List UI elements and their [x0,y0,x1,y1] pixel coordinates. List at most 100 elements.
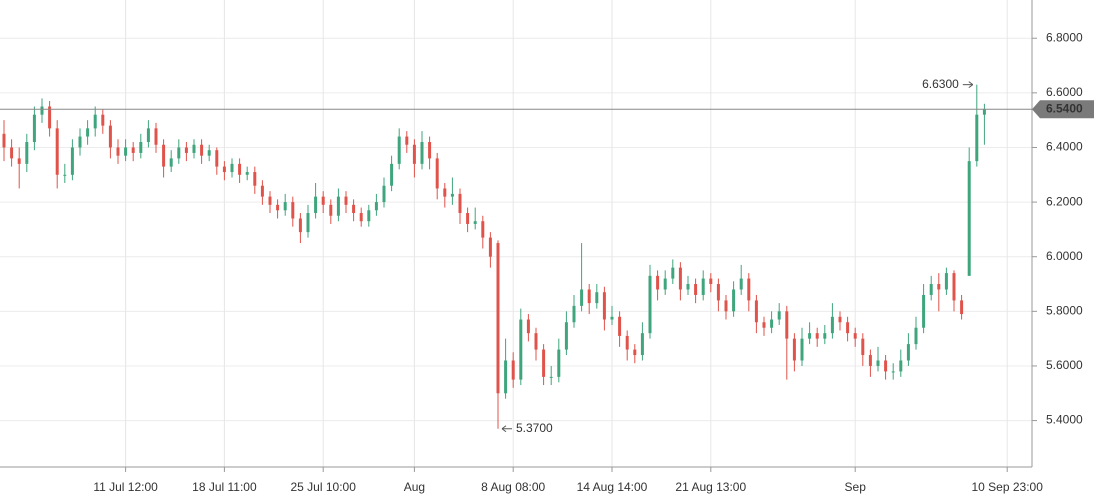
candle-body [739,278,743,290]
candle-body [678,267,682,290]
candle-body [245,172,249,175]
candle-body [671,267,675,279]
candle-body [435,158,439,189]
candle-body [960,300,964,315]
candle-body [618,316,622,336]
candle-body [504,360,508,394]
candle-body [891,371,895,373]
candle-body [443,188,447,197]
candle-body [830,316,834,334]
candle-body [481,221,485,238]
y-tick-label: 6.2000 [1046,194,1083,208]
annotation-label: 6.6300 [922,77,959,91]
candle-body [785,311,789,339]
x-tick-label: 25 Jul 10:00 [291,480,357,494]
candle-body [694,284,698,295]
candle-body [124,147,128,156]
candle-body [222,166,226,173]
candle-body [868,355,872,366]
candle-body [131,147,135,153]
candle-body [458,193,462,214]
candle-body [390,163,394,186]
candle-body [48,106,52,129]
y-tick-label: 5.6000 [1046,358,1083,372]
candle-body [93,114,97,129]
candle-body [329,204,333,216]
candle-body [215,150,219,167]
candle-body [580,289,584,306]
candle-body [314,196,318,214]
candle-body [640,333,644,356]
candle-body [108,125,112,148]
candle-body [230,163,234,173]
candle-body [420,142,424,164]
candle-body [716,284,720,301]
candle-body [762,322,766,328]
candle-body [823,333,827,339]
candle-body [534,333,538,350]
candle-body [542,349,546,377]
candle-body [792,338,796,361]
candle-body [884,360,888,372]
candle-body [466,213,470,224]
candle-body [808,333,812,339]
candle-body [625,335,629,350]
candle-body [260,185,264,197]
candle-body [944,273,948,290]
candle-body [116,147,120,156]
candle-body [344,196,348,205]
x-tick-label: 14 Aug 14:00 [577,480,648,494]
candle-body [17,158,21,164]
annotation-arrowhead [501,425,507,433]
y-tick-label: 5.8000 [1046,304,1083,318]
candle-body [10,147,14,159]
candle-body [648,275,652,334]
candle-body [154,128,158,145]
candle-body [473,221,477,224]
candle-body [853,333,857,339]
candle-body [101,114,105,126]
candle-body [2,133,6,148]
candle-body [519,319,523,380]
candle-body [602,292,606,320]
candle-body [146,128,150,143]
candle-body [982,109,986,115]
y-tick-label: 6.4000 [1046,140,1083,154]
candle-body [177,147,181,159]
candle-body [184,147,188,153]
candle-body [815,333,819,339]
candle-body [899,360,903,372]
candle-body [32,114,36,143]
candle-body [929,284,933,295]
y-tick-label: 5.4000 [1046,413,1083,427]
candle-body [595,292,599,304]
candle-body [800,338,804,361]
candle-body [40,106,44,115]
candle-body [412,144,416,164]
candle-body [914,327,918,345]
last-price-label: 6.5400 [1046,101,1083,115]
candle-body [526,319,530,334]
candle-body [488,237,492,257]
candle-body [564,322,568,350]
candle-body [496,243,500,394]
candle-body [397,136,401,164]
candle-body [192,144,196,153]
candle-body [359,213,363,222]
candle-body [777,311,781,320]
candle-body [405,136,409,145]
candle-body [663,278,667,290]
candle-body [511,360,515,380]
annotation-arrowhead [968,81,974,89]
candle-body [283,202,287,211]
candle-body [428,142,432,159]
candle-body [25,142,29,164]
x-tick-label: 21 Aug 13:00 [675,480,746,494]
candle-body [200,144,204,156]
candle-body [298,218,302,233]
candle-body [686,284,690,290]
candle-body [382,185,386,203]
candle-body [336,196,340,216]
